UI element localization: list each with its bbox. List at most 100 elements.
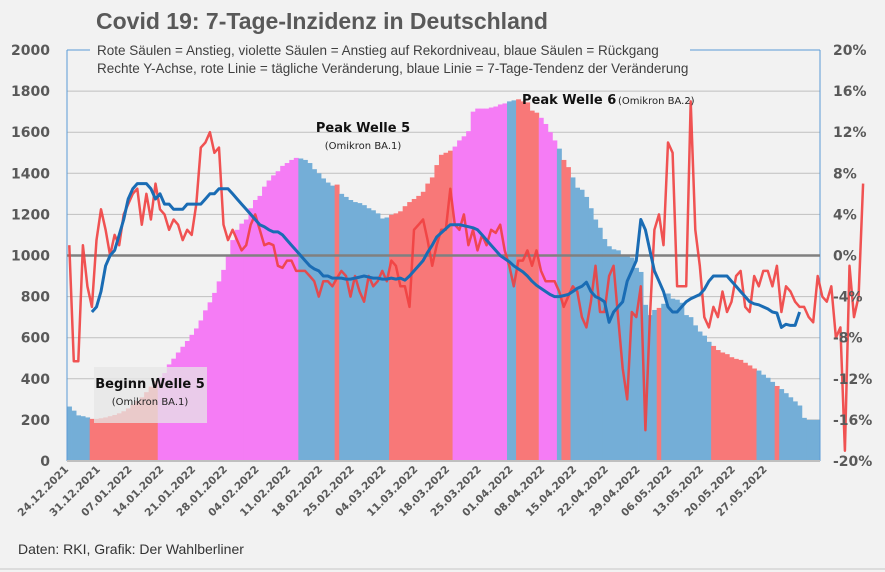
bar-decline — [634, 267, 639, 461]
bar-decline — [570, 177, 576, 461]
bar-decline — [361, 205, 367, 461]
right-axis-ticks: -20% -16% -12% -8% -4% 0% 4% 8% 12% 16% 20% — [833, 43, 872, 470]
y2-tick-label: -20% — [833, 454, 872, 470]
bar-decline — [652, 309, 658, 461]
bar-rise — [448, 150, 453, 461]
bar-decline — [80, 416, 86, 461]
bar-decline — [638, 271, 644, 461]
bar-record — [452, 146, 458, 461]
bar-record — [470, 111, 476, 462]
bar-decline — [575, 187, 580, 461]
bar-decline — [702, 335, 707, 461]
y-tick-label: 1600 — [11, 125, 50, 141]
y-tick-label: 600 — [21, 331, 50, 347]
annotation-title: Beginn Welle 5 — [95, 377, 205, 392]
bar-rise — [407, 202, 413, 461]
bar-rise — [656, 307, 662, 461]
bar-rise — [525, 102, 531, 462]
bar-decline — [298, 158, 304, 461]
bar-rise — [429, 177, 435, 461]
legend: Rote Säulen = Anstieg, violette Säulen =… — [97, 43, 688, 76]
bar-rise — [121, 411, 127, 461]
bar-record — [466, 131, 472, 462]
bar-rise — [516, 99, 522, 461]
bar-decline — [330, 185, 336, 461]
bar-rise — [751, 368, 757, 461]
y2-tick-label: 20% — [833, 43, 867, 59]
bar-decline — [761, 374, 766, 461]
bar-rise — [529, 110, 535, 462]
y2-tick-label: -16% — [833, 413, 872, 429]
bar-rise — [103, 417, 109, 461]
bar-record — [488, 107, 494, 461]
bar-decline — [770, 381, 776, 461]
y2-tick-label: 8% — [833, 166, 857, 182]
bar-rise — [112, 414, 118, 461]
y2-tick-label: -8% — [833, 331, 863, 347]
bar-decline — [343, 196, 349, 461]
bar-rise — [116, 413, 122, 461]
bar-rise — [434, 165, 440, 461]
bar-decline — [679, 302, 685, 461]
bar-decline — [384, 217, 390, 461]
bar-record — [475, 108, 481, 461]
legend-line-2: Rechte Y-Achse, rote Linie = tägliche Ve… — [97, 61, 688, 76]
bar-decline — [339, 193, 345, 461]
bar-record — [262, 186, 267, 461]
bar-record — [212, 292, 218, 461]
bar-record — [289, 159, 295, 461]
bar-rise — [334, 184, 340, 461]
y-tick-label: 1800 — [11, 84, 50, 100]
bar-decline — [792, 401, 798, 461]
y2-tick-label: 4% — [833, 207, 857, 223]
bar-decline — [779, 389, 785, 461]
bar-decline — [611, 249, 617, 461]
source-note: Daten: RKI, Grafik: Der Wahlberliner — [18, 541, 244, 557]
trend-line — [90, 182, 802, 329]
bar-rise — [402, 206, 408, 461]
bar-rise — [416, 195, 422, 461]
bar-decline — [788, 397, 794, 461]
bar-record — [497, 104, 503, 462]
bar-rise — [393, 213, 399, 461]
bar-rise — [729, 357, 735, 461]
bar-record — [547, 132, 553, 461]
bar-decline — [697, 331, 703, 461]
bar-record — [502, 103, 508, 462]
bar-decline — [556, 148, 562, 461]
y-tick-label: 1400 — [11, 166, 50, 182]
bar-decline — [692, 325, 698, 461]
bar-decline — [674, 299, 680, 461]
bar-decline — [688, 317, 694, 461]
bar-rise — [438, 154, 444, 461]
bar-record — [293, 157, 299, 461]
bar-decline — [661, 303, 667, 461]
bar-decline — [797, 405, 803, 461]
bar-decline — [706, 341, 712, 461]
annotation-sub: (Omikron BA.2) — [618, 96, 695, 107]
bar-record — [552, 140, 558, 462]
bar-decline — [76, 415, 82, 461]
bar-decline — [643, 304, 649, 461]
bar-rise — [724, 354, 730, 461]
bar-record — [243, 219, 249, 461]
daily-change-line — [68, 100, 865, 452]
bar-decline — [85, 417, 91, 461]
bar-record — [461, 136, 467, 461]
bottom-divider — [0, 568, 885, 570]
bar-decline — [507, 101, 512, 462]
bar-decline — [815, 419, 821, 461]
y-tick-label: 200 — [21, 413, 50, 429]
left-axis-ticks: 0 200 400 600 800 1000 1200 1400 1600 1800 2000 — [11, 43, 50, 470]
bar-decline — [801, 417, 807, 461]
bar-decline — [765, 377, 771, 461]
bar-rise — [425, 183, 431, 461]
bar-rise — [738, 359, 744, 461]
bar-record — [271, 175, 277, 462]
bar-decline — [357, 203, 363, 461]
bar-record — [457, 140, 463, 462]
bar-record — [248, 208, 254, 461]
bar-decline — [670, 298, 676, 461]
bar-decline — [370, 210, 376, 461]
bar-rise — [520, 101, 526, 462]
